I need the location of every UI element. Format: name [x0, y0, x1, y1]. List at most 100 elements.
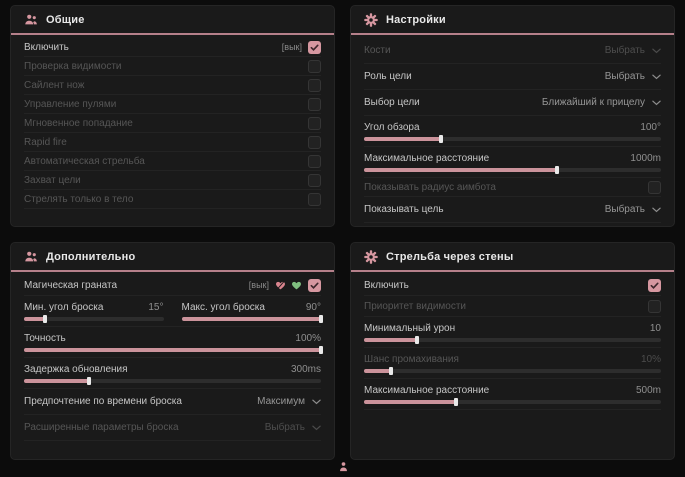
row-controls — [308, 97, 321, 111]
checkbox[interactable] — [308, 97, 321, 111]
checkbox[interactable] — [308, 78, 321, 92]
panel-additional: Дополнительно Магическая граната [вык] Мин… — [10, 242, 335, 460]
gear-icon — [364, 13, 378, 27]
row-label: Выбор цели — [364, 97, 420, 108]
slider-track[interactable] — [364, 165, 661, 174]
chevron-down-icon — [652, 74, 661, 80]
slider-handle[interactable] — [388, 366, 393, 375]
row-toggle: Управление пулями — [24, 95, 321, 114]
header-divider — [11, 270, 334, 272]
slider-labels: Мин. угол броска 15° — [24, 302, 164, 313]
row-slider: Максимальное расстояние 1000m — [364, 147, 661, 178]
panel-title: Стрельба через стены — [386, 251, 514, 263]
panel-header: Дополнительно — [11, 243, 334, 270]
slider-handle[interactable] — [319, 345, 323, 354]
people-icon — [24, 13, 38, 27]
checkbox[interactable] — [308, 59, 321, 73]
row-slider: Угол обзора 100° — [364, 116, 661, 147]
checkbox[interactable] — [648, 278, 661, 292]
slider-labels: Минимальный урон 10 — [364, 323, 661, 334]
row-controls — [648, 278, 661, 292]
slider-track[interactable] — [364, 397, 661, 406]
slider-handle[interactable] — [319, 314, 323, 323]
slider-handle[interactable] — [42, 314, 47, 323]
checkbox[interactable] — [308, 192, 321, 206]
slider-labels: Шанс промахивания 10% — [364, 354, 661, 365]
dropdown-value: Выбрать — [604, 204, 645, 215]
row-label: Роль цели — [364, 71, 412, 82]
row-dropdown: Выбор цели Ближайший к прицелу — [364, 90, 661, 116]
slider-fill — [364, 399, 457, 404]
row-dropdown: Роль цели Выбрать — [364, 64, 661, 90]
slider-track[interactable] — [364, 335, 661, 344]
row-toggle: Автоматическая стрельба — [24, 152, 321, 171]
row-toggle: Включить — [364, 275, 661, 296]
broken-heart-icon[interactable] — [275, 280, 286, 291]
checkbox[interactable] — [308, 40, 321, 54]
checkbox[interactable] — [308, 116, 321, 130]
row-label: Автоматическая стрельба — [24, 155, 145, 167]
row-toggle: Проверка видимости — [24, 57, 321, 76]
dropdown[interactable]: Ближайший к прицелу — [542, 97, 661, 108]
header-divider — [351, 270, 674, 272]
row-label: Включить — [364, 279, 409, 291]
row-slider: Точность 100% — [24, 327, 323, 358]
checkbox[interactable] — [648, 299, 661, 313]
panel-general: Общие Включить [вык] Проверка видимости Сай… — [10, 5, 335, 227]
dropdown[interactable]: Выбрать — [265, 422, 321, 433]
dropdown-value: Выбрать — [264, 422, 305, 433]
slider-track[interactable] — [24, 376, 321, 385]
panel-header: Стрельба через стены — [351, 243, 674, 270]
checkbox[interactable] — [308, 135, 321, 149]
row-label: Rapid fire — [24, 136, 67, 148]
slider-value: 15° — [148, 301, 164, 313]
slider-label: Максимальное расстояние — [364, 152, 490, 164]
panel-header: Общие — [11, 6, 334, 33]
row-controls — [308, 78, 321, 92]
row-label: Показывать радиус аимбота — [364, 181, 496, 193]
gear-icon — [364, 250, 378, 264]
dropdown[interactable]: Выбрать — [605, 71, 661, 82]
slider-fill — [24, 378, 90, 383]
slider-fill — [24, 347, 321, 352]
slider-handle[interactable] — [87, 376, 92, 385]
checkbox[interactable] — [648, 180, 661, 194]
slider-track[interactable] — [24, 314, 164, 323]
slider-handle[interactable] — [439, 134, 444, 143]
row-toggle: Показывать радиус аимбота — [364, 178, 661, 197]
row-slider: Максимальное расстояние 500m — [364, 379, 661, 410]
row-label: Расширенные параметры броска — [24, 422, 179, 433]
slider-track[interactable] — [181, 314, 323, 323]
row-controls — [308, 154, 321, 168]
panel-settings: Настройки Кости Выбрать Роль цели Выбрать Вы… — [350, 5, 675, 227]
slider-handle[interactable] — [415, 335, 420, 344]
row-slider: Шанс промахивания 10% — [364, 348, 661, 379]
panel-title: Настройки — [386, 14, 446, 26]
slider-label: Угол обзора — [364, 121, 420, 133]
header-divider — [11, 33, 334, 35]
dropdown[interactable]: Максимум — [257, 396, 321, 407]
row-label: Мгновенное попадание — [24, 117, 133, 129]
slider-labels: Максимальное расстояние 500m — [364, 385, 661, 396]
slider-track[interactable] — [364, 366, 661, 375]
slider-label: Задержка обновления — [24, 363, 128, 375]
chevron-down-icon — [312, 399, 321, 405]
row-toggle: Приоритет видимости — [364, 296, 661, 317]
checkbox[interactable] — [308, 278, 321, 292]
row-label: Показывать цель — [364, 204, 444, 215]
heart-icon[interactable] — [291, 280, 302, 291]
slider-track[interactable] — [24, 345, 323, 354]
dropdown[interactable]: Выбрать — [605, 204, 661, 215]
chevron-down-icon — [652, 100, 661, 106]
slider-handle[interactable] — [555, 165, 560, 174]
panels-grid: Общие Включить [вык] Проверка видимости Сай… — [10, 5, 675, 460]
checkbox[interactable] — [308, 154, 321, 168]
slider-labels: Макс. угол броска 90° — [182, 302, 322, 313]
slider-labels: Задержка обновления 300ms — [24, 364, 321, 375]
slider-track[interactable] — [364, 134, 661, 143]
row-toggle: Сайлент нож — [24, 76, 321, 95]
checkbox[interactable] — [308, 173, 321, 187]
dropdown[interactable]: Выбрать — [605, 45, 661, 56]
row-label: Проверка видимости — [24, 60, 122, 72]
slider-handle[interactable] — [454, 397, 459, 406]
